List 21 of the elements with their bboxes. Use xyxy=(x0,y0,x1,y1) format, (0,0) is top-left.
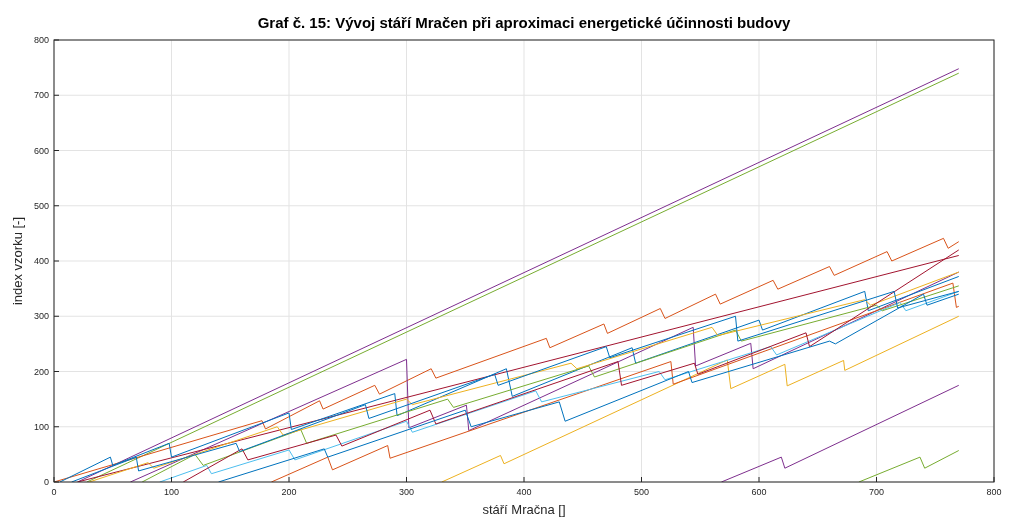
y-tick-label: 800 xyxy=(33,35,49,45)
x-tick-label: 200 xyxy=(281,487,297,497)
x-tick-label: 600 xyxy=(751,487,767,497)
y-tick-label: 500 xyxy=(33,200,49,211)
y-tick-label: 300 xyxy=(33,311,49,322)
x-tick-label: 300 xyxy=(398,487,415,497)
y-tick-label: 0 xyxy=(43,477,49,487)
x-tick-label: 700 xyxy=(868,487,885,497)
chart-title: Graf č. 15: Vývoj stáří Mračen při aproximaci energetické účinnosti budovy xyxy=(257,14,791,31)
x-tick-label: 500 xyxy=(633,487,650,497)
x-tick-label: 0 xyxy=(51,487,57,497)
y-tick-label: 700 xyxy=(33,90,49,101)
x-axis-title: stáří Mračna [] xyxy=(482,502,566,517)
x-tick-label: 400 xyxy=(516,487,532,497)
x-tick-label: 800 xyxy=(986,487,1002,497)
y-tick-label: 200 xyxy=(33,366,49,377)
x-tick-label: 100 xyxy=(163,487,180,497)
y-axis-title: index vzorku [-] xyxy=(10,216,25,306)
y-tick-label: 600 xyxy=(33,145,49,156)
y-tick-label: 100 xyxy=(33,421,49,432)
y-tick-label: 400 xyxy=(33,256,49,266)
